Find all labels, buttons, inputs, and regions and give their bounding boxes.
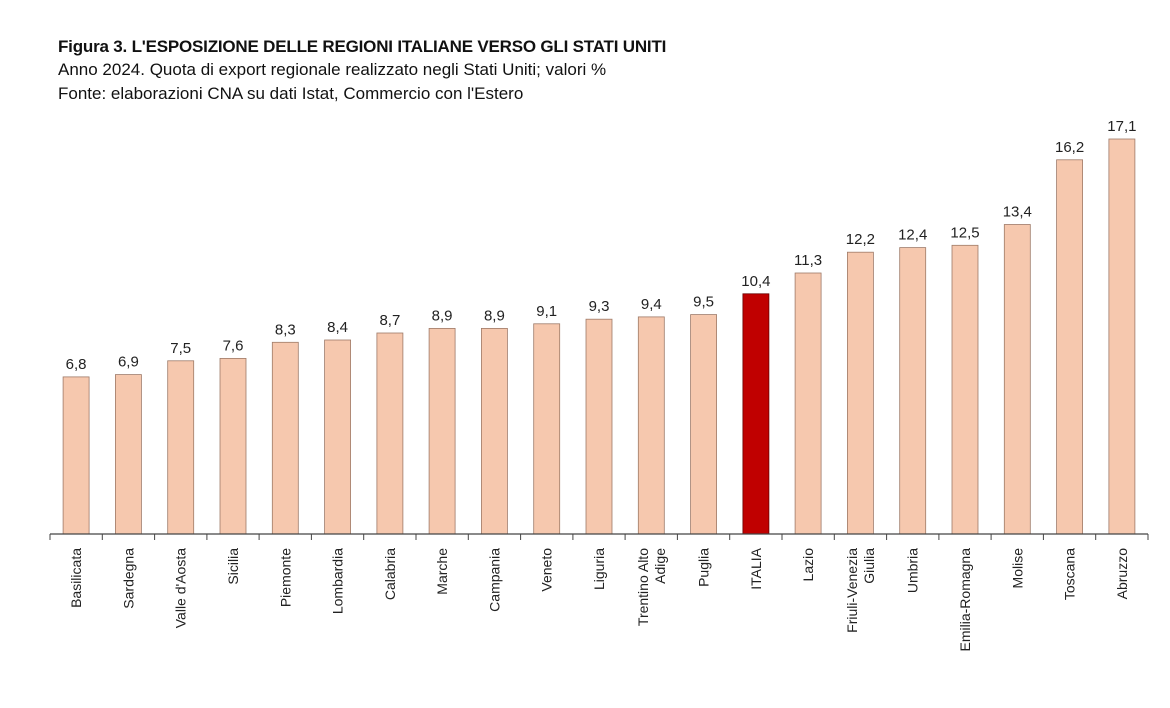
x-tick-label: Basilicata (68, 548, 84, 608)
x-tick-label: Lazio (800, 548, 816, 582)
bar (951, 244, 979, 535)
bar (533, 323, 561, 535)
x-tick-label: Puglia (696, 548, 712, 587)
x-tick-label: Sicilia (225, 548, 241, 585)
data-label: 9,1 (536, 303, 557, 320)
data-label: 9,3 (589, 298, 610, 315)
data-label: 12,5 (950, 224, 979, 241)
data-label: 12,4 (898, 227, 927, 244)
data-label: 6,9 (118, 354, 139, 371)
data-label: 8,7 (379, 312, 400, 329)
x-tick-label: Valle d'Aosta (173, 548, 189, 628)
x-tick-label: Calabria (382, 548, 398, 600)
bar (62, 376, 90, 535)
x-tick-label: Trentino AltoAdige (635, 548, 668, 626)
data-label: 12,2 (846, 231, 875, 248)
bar (324, 339, 352, 535)
data-label: 7,5 (170, 340, 191, 357)
data-label: 8,9 (432, 307, 453, 324)
data-label: 9,5 (693, 294, 714, 311)
x-tick-label: Lombardia (330, 548, 346, 614)
x-tick-label: Umbria (905, 548, 921, 593)
x-tick-label: Veneto (539, 548, 555, 592)
bar (1056, 159, 1083, 535)
bar (1003, 224, 1031, 535)
data-label: 11,3 (794, 252, 822, 269)
bar (690, 314, 717, 535)
bar (585, 318, 613, 535)
data-label: 8,4 (327, 319, 348, 336)
data-label: 9,4 (641, 296, 662, 313)
x-tick-label: Marche (434, 548, 450, 595)
data-label: 16,2 (1055, 139, 1084, 156)
bar (428, 327, 456, 535)
data-label: 17,1 (1107, 118, 1136, 135)
x-tick-label: Friuli-VeneziaGiulia (844, 548, 877, 633)
bar (637, 316, 665, 535)
data-label: 6,8 (66, 356, 87, 373)
data-label: 13,4 (1003, 204, 1032, 221)
x-tick-label: Sardegna (120, 548, 136, 609)
bar (115, 374, 142, 535)
x-tick-label: Toscana (1062, 548, 1078, 600)
bar (794, 272, 822, 535)
bar (742, 293, 770, 535)
chart-source: Fonte: elaborazioni CNA su dati Istat, C… (58, 84, 524, 103)
x-tick-label: Liguria (591, 548, 607, 590)
chart-subtitle: Anno 2024. Quota di export regionale rea… (58, 60, 607, 79)
bar (219, 357, 247, 535)
bar (1108, 138, 1136, 535)
data-label: 8,3 (275, 321, 296, 338)
data-label: 7,6 (223, 337, 244, 354)
bar (271, 341, 299, 535)
bar (480, 327, 508, 535)
x-tick-label: Abruzzo (1114, 548, 1130, 600)
x-tick-label: Campania (486, 548, 502, 612)
data-label: 8,9 (484, 307, 505, 324)
bar (847, 251, 874, 535)
x-tick-label: ITALIA (748, 547, 764, 589)
bar (899, 247, 927, 535)
chart-header: Figura 3. L'ESPOSIZIONE DELLE REGIONI IT… (58, 36, 666, 106)
chart-title: Figura 3. L'ESPOSIZIONE DELLE REGIONI IT… (58, 37, 667, 56)
data-label: 10,4 (741, 273, 770, 290)
x-tick-label: Molise (1009, 548, 1025, 589)
x-tick-label: Emilia-Romagna (957, 548, 973, 652)
x-tick-label: Piemonte (277, 548, 293, 607)
bar (167, 360, 195, 535)
bar (376, 332, 404, 535)
